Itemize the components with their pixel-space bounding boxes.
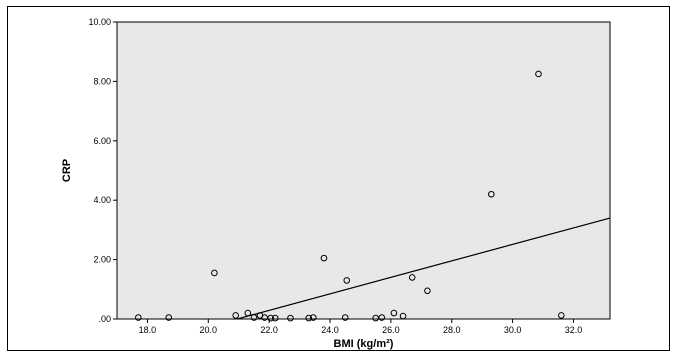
data-point	[399, 312, 407, 320]
x-tick-label: 24.0	[321, 325, 339, 335]
x-tick-label: 30.0	[504, 325, 522, 335]
y-axis: .00 2.00 4.00 6.00 8.00 10.00	[88, 17, 117, 324]
data-point	[372, 314, 379, 322]
data-point	[558, 312, 565, 319]
regression-line	[237, 217, 611, 320]
data-point	[250, 314, 258, 321]
x-tick-label: 32.0	[565, 325, 583, 335]
fit-line-layer	[237, 217, 611, 320]
data-point	[305, 314, 313, 322]
data-point	[309, 314, 317, 321]
data-point	[408, 274, 416, 281]
x-tick-label: 20.0	[200, 325, 218, 335]
data-point	[287, 314, 294, 322]
data-point	[165, 314, 173, 321]
x-axis: 18.0 20.0 22.0 24.0 26.0 28.0 30.0 32.0	[139, 319, 583, 335]
data-point	[320, 254, 328, 262]
plot-area	[116, 21, 611, 320]
x-tick-label: 26.0	[382, 325, 400, 335]
y-tick-label: .00	[98, 314, 111, 324]
x-tick-label: 18.0	[139, 325, 157, 335]
data-point	[261, 314, 268, 321]
data-point	[232, 312, 239, 319]
data-point	[390, 309, 398, 317]
y-tick-label: 8.00	[93, 76, 111, 86]
data-point	[211, 269, 218, 277]
data-point	[267, 314, 274, 322]
data-point	[343, 277, 351, 284]
data-point	[535, 70, 542, 78]
points-layer	[135, 70, 565, 322]
x-axis-title: BMI (kg/m²)	[334, 338, 394, 350]
y-tick-label: 2.00	[93, 255, 111, 265]
data-point	[378, 314, 386, 321]
y-tick-label: 4.00	[93, 195, 111, 205]
x-tick-label: 22.0	[260, 325, 278, 335]
data-point	[488, 190, 495, 198]
data-point	[424, 287, 431, 295]
data-point	[135, 314, 142, 321]
data-point	[271, 314, 279, 322]
data-point	[341, 314, 349, 321]
y-axis-title: CRP	[61, 159, 73, 182]
x-tick-label: 28.0	[443, 325, 461, 335]
data-point	[244, 309, 252, 317]
y-tick-label: 10.00	[88, 17, 111, 27]
y-tick-label: 6.00	[93, 136, 111, 146]
